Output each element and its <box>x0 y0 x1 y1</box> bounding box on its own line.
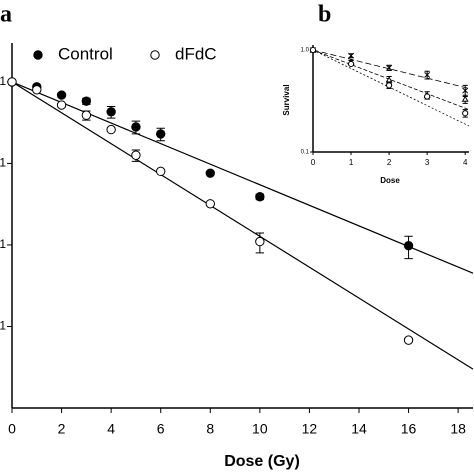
y-tick-label: 0.1 <box>0 156 6 170</box>
marker <box>131 122 141 132</box>
marker <box>106 107 116 117</box>
legend-label: dFdC <box>175 44 217 63</box>
y-tick-label: 0.01 <box>0 237 6 251</box>
x-tick-label: 4 <box>463 158 468 167</box>
marker <box>461 95 469 102</box>
x-tick-label: 8 <box>206 421 214 437</box>
marker <box>347 60 355 68</box>
marker <box>56 90 67 100</box>
y-tick-label: 1.0 <box>301 48 310 54</box>
marker <box>156 166 166 177</box>
marker <box>462 87 469 94</box>
marker <box>424 71 431 78</box>
marker <box>81 110 92 120</box>
marker <box>424 93 431 100</box>
marker <box>385 76 393 83</box>
x-tick-label: 3 <box>425 158 430 167</box>
x-tick-label: 12 <box>302 421 318 437</box>
legend-label: Control <box>58 44 113 63</box>
x-tick-label: 6 <box>157 421 165 437</box>
y-axis-label: Survival <box>282 84 291 115</box>
marker <box>255 192 265 202</box>
y-tick-label: 0.001 <box>0 319 6 333</box>
marker <box>309 46 317 54</box>
marker <box>386 64 393 71</box>
marker <box>81 96 92 106</box>
marker <box>403 240 414 251</box>
marker <box>205 168 215 178</box>
panel-label: b <box>318 2 331 28</box>
x-tick-label: 2 <box>387 158 392 167</box>
fit-line <box>312 49 470 127</box>
x-tick-label: 0 <box>8 421 16 437</box>
marker <box>255 236 265 247</box>
y-tick-label: 0.1 <box>301 150 310 156</box>
marker <box>56 100 67 110</box>
legend-marker <box>150 50 160 60</box>
marker <box>106 124 116 135</box>
x-tick-label: 4 <box>107 421 115 437</box>
marker <box>131 150 141 160</box>
fit-line <box>11 81 474 370</box>
marker <box>348 52 355 59</box>
marker <box>385 82 393 89</box>
legend-marker <box>33 50 43 60</box>
marker <box>205 199 215 209</box>
fit-line <box>312 49 470 111</box>
panel-label: a <box>0 2 12 28</box>
x-axis-label: Dose (Gy) <box>224 453 300 470</box>
marker <box>462 110 469 117</box>
y-tick-label: 1 <box>0 74 6 88</box>
x-axis-label: Dose <box>380 176 400 185</box>
x-tick-label: 18 <box>450 421 466 437</box>
x-tick-label: 0 <box>311 158 316 167</box>
x-tick-label: 1 <box>349 158 354 167</box>
marker <box>156 129 166 139</box>
x-tick-label: 2 <box>58 421 66 437</box>
marker <box>403 335 414 345</box>
x-tick-label: 10 <box>252 421 268 437</box>
marker <box>32 85 42 95</box>
x-tick-label: 14 <box>351 421 367 437</box>
marker <box>7 77 17 87</box>
x-tick-label: 16 <box>401 421 417 437</box>
